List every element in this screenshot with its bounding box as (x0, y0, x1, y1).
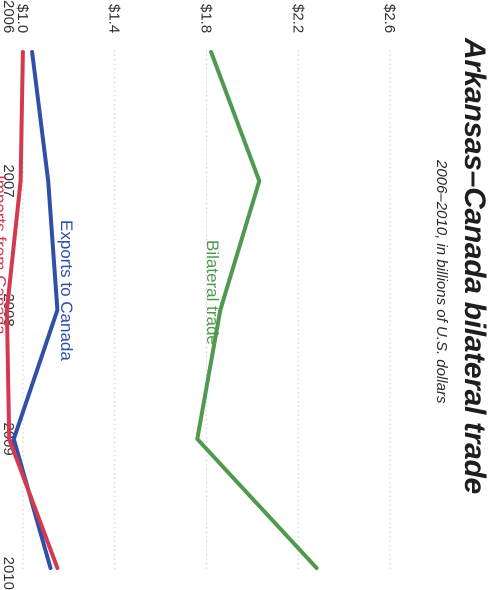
y-tick-label: $1.0 (14, 4, 31, 33)
series-line-2 (4, 50, 60, 570)
y-tick-label: $2.6 (381, 4, 398, 33)
y-tick-label: $1.4 (106, 4, 123, 33)
series-label-1: Exports to Canada (57, 220, 76, 361)
x-tick-label: 2010 (0, 557, 17, 590)
y-tick-label: $2.2 (289, 4, 306, 33)
y-tick-label: $1.8 (198, 4, 215, 33)
series-label-0: Bilateral trade (203, 240, 222, 345)
series-line-0 (195, 50, 319, 570)
series-label-2: Imports from Canada (0, 175, 10, 335)
x-tick-label: 2006 (0, 0, 17, 33)
x-tick-label: 2007 (0, 164, 17, 197)
